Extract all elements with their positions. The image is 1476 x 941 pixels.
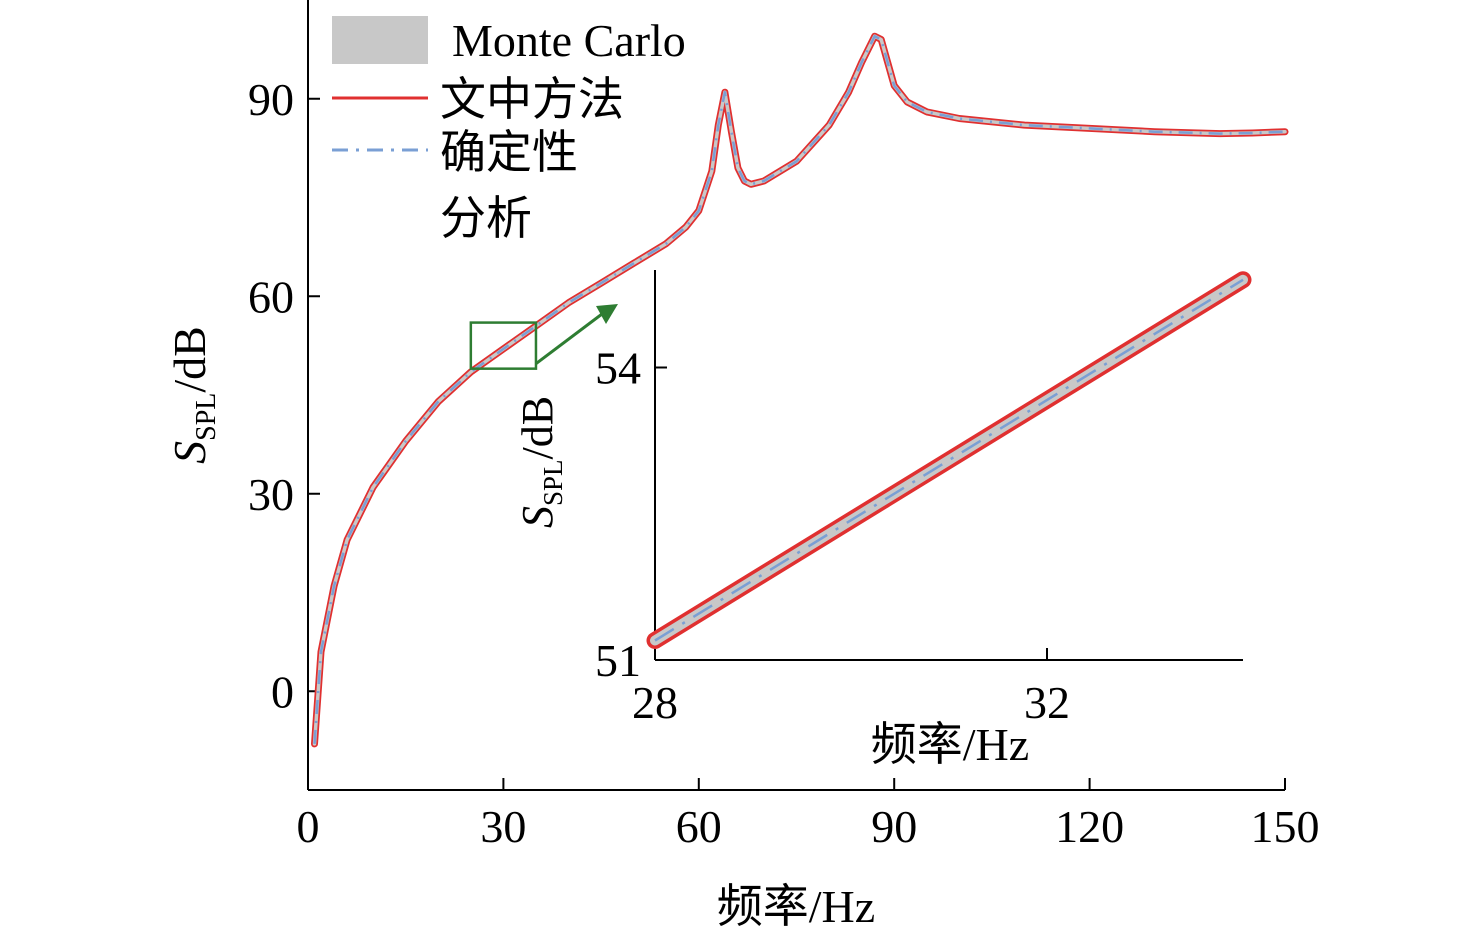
inset-y-label-unit: /dB [513, 396, 562, 460]
main-y-label-unit: /dB [164, 326, 215, 392]
main-y-axis-label: SSPL/dB [164, 326, 222, 464]
inset-ticks: 28 32 51 54 [595, 343, 1070, 729]
main-axes [307, 0, 1285, 791]
main-ticks: 0 30 60 90 120 150 0 30 60 90 [248, 74, 1320, 852]
main-x-axis-label: 频率/Hz [717, 881, 875, 932]
legend-band-swatch [332, 16, 428, 64]
main-y-tick-label: 90 [248, 74, 294, 125]
inset-y-label-main: S [513, 506, 562, 528]
inset-series [646, 271, 1252, 649]
inset-x-tick-label: 32 [1024, 677, 1070, 728]
zoom-arrow-head [596, 304, 618, 324]
main-x-tick-label: 30 [480, 801, 526, 852]
inset-y-axis-label: SSPL/dB [513, 396, 568, 528]
legend: Monte Carlo 文中方法 确定性 分析 [332, 15, 686, 244]
main-series [311, 32, 1289, 748]
inset-chart: 28 32 51 54 频率/Hz SSPL/dB [513, 268, 1252, 770]
inset-deterministic-line [654, 278, 1244, 642]
inset-y-label-sub: SPL [538, 460, 568, 507]
inset-x-axis-label: 频率/Hz [871, 719, 1029, 770]
main-x-tick-label: 60 [676, 801, 722, 852]
svg-text:SSPL/dB: SSPL/dB [513, 396, 568, 528]
zoom-box [469, 321, 538, 370]
main-y-tick-label: 30 [248, 469, 294, 520]
main-x-tick-label: 0 [297, 801, 320, 852]
main-y-label-main: S [164, 441, 215, 464]
inset-x-tick-label: 28 [632, 677, 678, 728]
main-y-label-sub: SPL [191, 393, 222, 441]
legend-label-deterministic-line1: 确定性 [440, 127, 578, 178]
legend-label-monte-carlo: Monte Carlo [452, 15, 686, 66]
inset-y-tick-label: 54 [595, 343, 641, 394]
legend-label-method: 文中方法 [440, 74, 624, 125]
svg-text:SSPL/dB: SSPL/dB [164, 326, 222, 464]
main-deterministic-line [313, 34, 1286, 744]
main-x-tick-label: 150 [1251, 801, 1320, 852]
zoom-arrow-shaft [535, 312, 603, 365]
zoom-indicator [469, 304, 618, 370]
main-y-tick-label: 60 [248, 271, 294, 322]
main-x-tick-label: 120 [1055, 801, 1124, 852]
legend-label-deterministic-line2: 分析 [440, 193, 532, 244]
main-y-tick-label: 0 [271, 666, 294, 717]
main-x-tick-label: 90 [871, 801, 917, 852]
inset-y-tick-label: 51 [595, 635, 641, 686]
